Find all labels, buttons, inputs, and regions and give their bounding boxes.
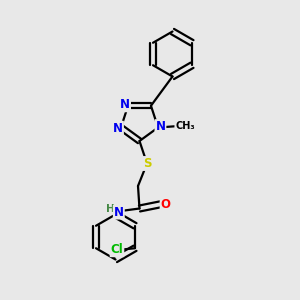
Text: Cl: Cl xyxy=(111,243,123,256)
Text: N: N xyxy=(120,98,130,111)
Text: H: H xyxy=(106,203,115,214)
Text: S: S xyxy=(143,157,151,170)
Text: O: O xyxy=(160,197,171,211)
Text: N: N xyxy=(155,120,165,133)
Text: CH₃: CH₃ xyxy=(175,121,195,131)
Text: N: N xyxy=(114,206,124,219)
Text: N: N xyxy=(113,122,123,135)
